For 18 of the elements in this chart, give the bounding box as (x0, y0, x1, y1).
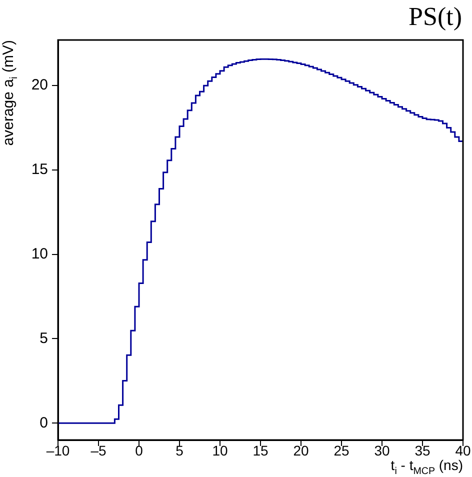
x-tick-label: –5 (90, 442, 106, 458)
x-tick-label: 0 (135, 442, 144, 458)
x-axis-title: t$_{i}$ - t$_{MCP}$ (ns) (390, 457, 463, 477)
chart-title: PS(t) (408, 2, 462, 32)
y-tick-label: 15 (31, 161, 48, 178)
x-tick-label: 30 (374, 442, 390, 458)
x-tick-label: 5 (176, 442, 184, 458)
x-tick-label: 25 (334, 442, 350, 458)
x-tick-label: 35 (414, 442, 430, 458)
y-tick-label: 20 (31, 76, 48, 94)
x-tick-label: 15 (252, 442, 268, 458)
y-tick-label: 10 (31, 245, 48, 262)
x-tick-label: –10 (46, 442, 70, 458)
x-tick-label: 40 (455, 442, 471, 458)
x-tick-label: 10 (212, 442, 228, 458)
y-tick-label: 5 (40, 330, 48, 347)
x-tick-label: 20 (293, 442, 309, 458)
y-tick-label: 0 (40, 414, 48, 432)
